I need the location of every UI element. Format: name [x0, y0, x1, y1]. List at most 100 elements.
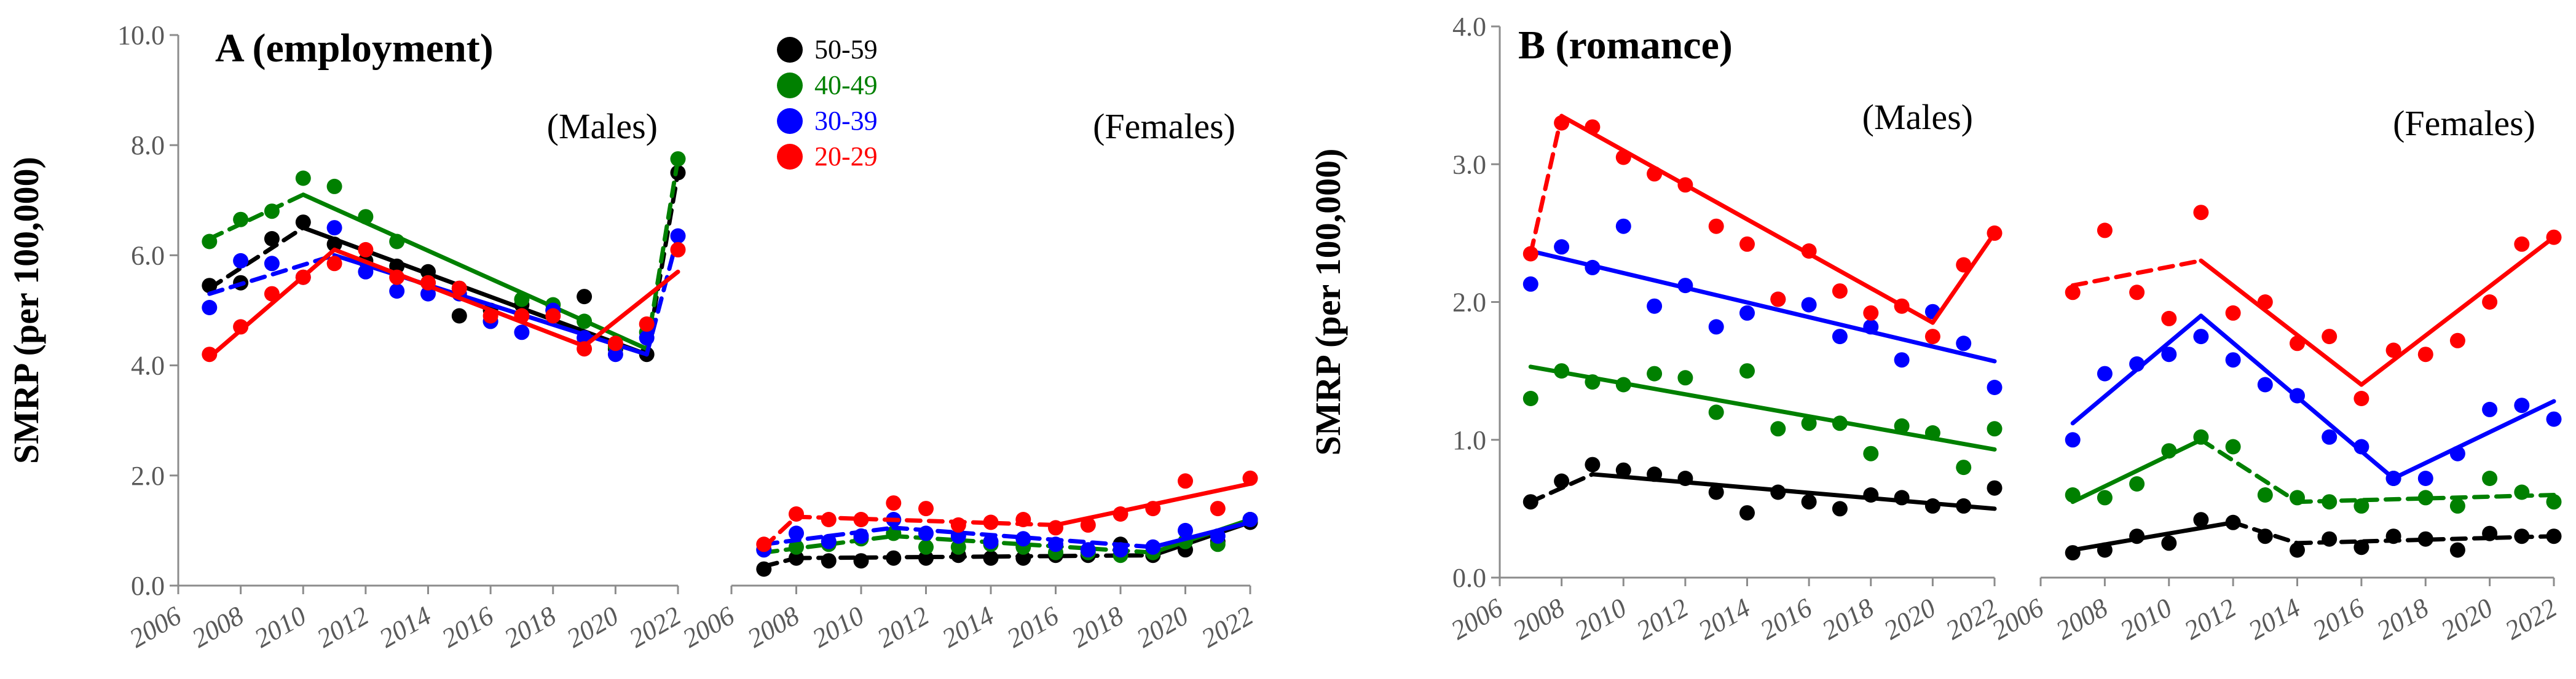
x-tick-label: 2012: [2179, 592, 2241, 645]
data-point: [202, 278, 218, 294]
data-point: [295, 269, 311, 285]
data-point: [950, 528, 966, 544]
data-point: [577, 341, 593, 357]
trend-line: [1930, 230, 1997, 325]
data-point: [1739, 236, 1755, 252]
chart-title: B (romance): [1518, 23, 1733, 68]
data-point: [2097, 542, 2113, 558]
x-tick-label: 2018: [2372, 592, 2434, 645]
x-tick-label: 2006: [1987, 592, 2049, 645]
legend-marker: [777, 144, 803, 170]
data-point: [607, 336, 623, 351]
data-point: [1894, 418, 1910, 434]
data-point: [202, 234, 218, 249]
data-point: [2097, 366, 2113, 382]
trend-line: [2070, 438, 2204, 504]
data-point: [2322, 429, 2338, 445]
data-point: [2546, 494, 2562, 510]
data-point: [886, 495, 902, 511]
trend-line: [2295, 534, 2556, 546]
data-point: [1647, 366, 1663, 382]
data-point: [2065, 545, 2081, 561]
x-tick-label: 2006: [1446, 592, 1508, 645]
data-point: [545, 308, 561, 324]
data-point: [1801, 415, 1817, 431]
data-point: [2290, 490, 2305, 506]
legend-marker: [777, 108, 803, 134]
data-point: [2417, 347, 2433, 363]
x-tick-label: 2020: [2436, 592, 2498, 645]
x-tick-label: 2016: [2307, 592, 2369, 645]
x-tick-label: 2016: [436, 600, 498, 653]
trend-line: [1151, 520, 1253, 549]
data-point: [2065, 432, 2081, 448]
series-30-39: [756, 512, 1258, 558]
x-tick-label: 2010: [1570, 592, 1632, 645]
data-point: [1677, 278, 1693, 294]
data-point: [1615, 377, 1631, 393]
trend-line: [794, 553, 1156, 560]
data-point: [1739, 363, 1755, 379]
x-tick-label: 2006: [124, 600, 186, 653]
data-point: [853, 553, 869, 569]
data-point: [1956, 498, 1972, 514]
trend-line: [207, 247, 337, 359]
data-point: [1801, 297, 1817, 313]
data-point: [2514, 484, 2530, 500]
y-axis-label: SMRP (per 100,000): [6, 157, 46, 464]
data-point: [1615, 462, 1631, 478]
x-tick-label: 2010: [250, 600, 312, 653]
data-point: [1956, 257, 1972, 273]
data-point: [1832, 415, 1848, 431]
data-point: [483, 308, 498, 324]
data-point: [2257, 487, 2273, 503]
trend-line: [207, 226, 305, 291]
panel-males: 2006 2008 2010 2012 2014 2016 2018 2020 2022(Mal…: [1446, 97, 2003, 646]
data-point: [1522, 391, 1538, 406]
data-point: [2129, 528, 2145, 544]
legend-label: 20-29: [814, 141, 878, 171]
data-point: [1554, 239, 1570, 255]
data-point: [2257, 294, 2273, 310]
data-point: [1585, 457, 1601, 473]
data-point: [2225, 439, 2241, 455]
data-point: [389, 283, 405, 299]
x-tick-label: 2020: [1132, 600, 1194, 653]
data-point: [821, 533, 837, 549]
data-point: [1987, 480, 2003, 496]
x-tick-label: 2012: [312, 600, 374, 653]
data-point: [1708, 484, 1724, 500]
data-point: [1113, 506, 1128, 522]
data-point: [2129, 476, 2145, 492]
data-point: [756, 561, 772, 577]
x-tick-label: 2008: [1508, 592, 1570, 645]
data-point: [2417, 490, 2433, 506]
trend-line: [332, 247, 587, 348]
data-point: [1585, 259, 1601, 275]
legend-label: 40-49: [814, 70, 878, 100]
trend-line: [207, 192, 305, 241]
y-tick-label: 4.0: [1452, 12, 1486, 42]
data-point: [2193, 205, 2209, 221]
data-point: [2225, 305, 2241, 321]
x-tick-label: 2018: [1066, 600, 1128, 653]
trend-line: [332, 253, 649, 357]
data-point: [1080, 517, 1096, 533]
y-tick-label: 8.0: [131, 130, 165, 160]
data-point: [670, 151, 686, 167]
data-point: [1554, 115, 1570, 131]
data-point: [1708, 218, 1724, 234]
data-point: [2065, 487, 2081, 503]
data-point: [514, 291, 530, 307]
y-tick-label: 4.0: [131, 351, 165, 381]
series-20-29: [2065, 205, 2562, 406]
data-point: [514, 324, 530, 340]
data-point: [1894, 298, 1910, 314]
data-point: [2514, 528, 2530, 544]
data-point: [1832, 329, 1848, 345]
data-point: [789, 539, 804, 555]
x-tick-label: 2022: [1196, 600, 1258, 653]
data-point: [1585, 374, 1601, 390]
x-tick-label: 2018: [499, 600, 561, 653]
data-point: [670, 228, 686, 244]
